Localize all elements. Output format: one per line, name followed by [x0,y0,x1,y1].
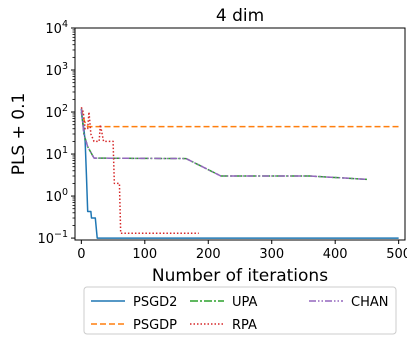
x-axis-label: Number of iterations [152,266,328,286]
x-axis: 0 100 200 300 400 500 [77,240,407,262]
x-tick-label: 300 [259,247,284,262]
legend-label-rpa: RPA [232,318,257,333]
legend-label-psgdp: PSGDP [133,318,177,333]
legend-label-upa: UPA [232,295,258,310]
y-tick-label: 102 [45,103,68,121]
legend: PSGD2 PSGDP UPA RPA CHAN [83,286,397,335]
legend-label-psgd2: PSGD2 [133,295,177,310]
y-tick-label: 101 [45,145,68,163]
plot-area [74,27,406,241]
x-tick-label: 500 [386,247,407,262]
y-axis: 10−1 100 101 102 103 104 [37,19,75,247]
y-tick-label: 104 [45,19,68,37]
y-tick-label: 10−1 [37,229,68,247]
series-line-upa [80,108,367,181]
series-line-rpa [80,106,199,235]
x-tick-label: 400 [323,247,348,262]
legend-frame [83,286,397,335]
x-tick-label: 0 [77,247,85,262]
y-tick-label: 103 [45,61,68,79]
x-tick-label: 100 [132,247,157,262]
plot-frame [74,27,406,241]
x-tick-label: 200 [196,247,221,262]
series-line-chan [80,108,367,181]
series-line-psgd2 [80,111,399,239]
series-layer [80,106,399,239]
chart-title: 4 dim [216,6,264,26]
y-tick-label: 100 [45,187,68,205]
y-axis-label: PLS + 0.1 [9,93,29,176]
legend-label-chan: CHAN [351,295,388,310]
series-line-psgdp [80,108,399,128]
